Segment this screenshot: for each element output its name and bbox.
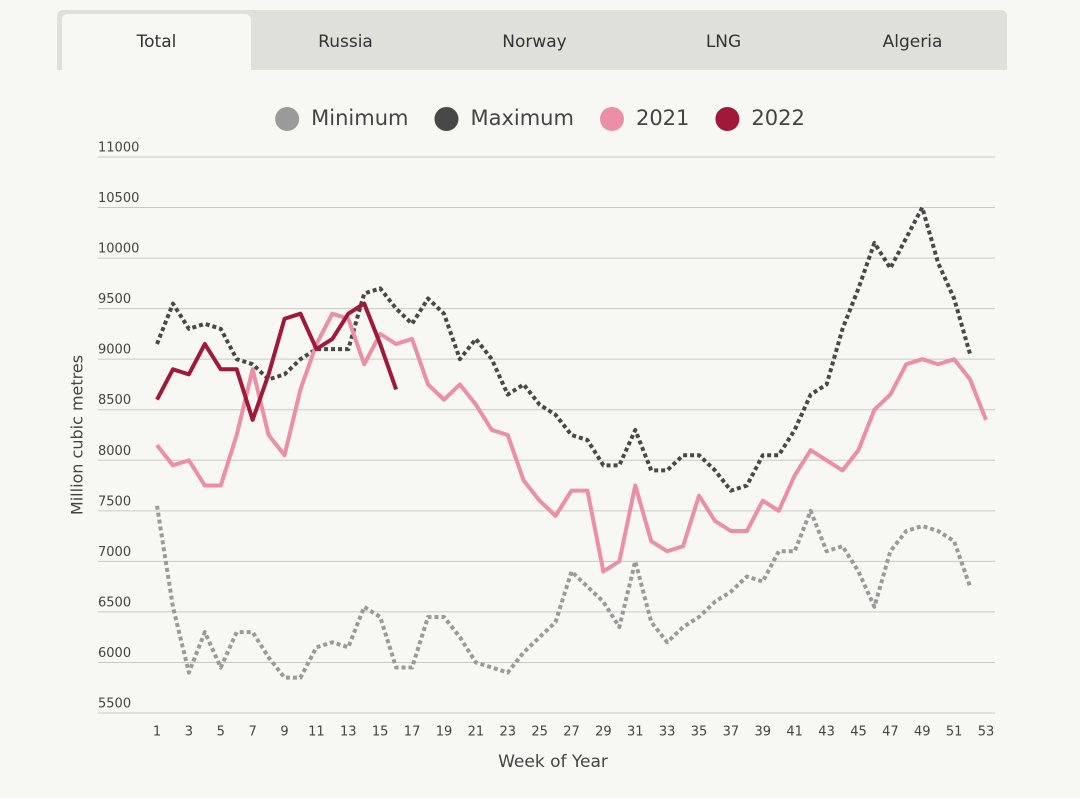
- x-axis-label: Week of Year: [498, 752, 608, 772]
- x-tick-label: 7: [249, 725, 257, 740]
- tab[interactable]: Algeria: [882, 32, 943, 52]
- legend-label: Maximum: [470, 106, 573, 130]
- series-line: [155, 311, 988, 574]
- x-tick-label: 39: [755, 725, 772, 740]
- x-tick-label: 53: [978, 725, 995, 740]
- tab[interactable]: LNG: [705, 32, 742, 52]
- tab[interactable]: Total: [62, 14, 251, 70]
- legend-marker: [715, 107, 740, 131]
- x-tick-label: 3: [185, 725, 193, 740]
- x-tick-label: 21: [468, 725, 485, 740]
- series-line: [155, 205, 972, 493]
- y-tick-label: 6500: [98, 595, 131, 610]
- x-tick-label: 25: [531, 725, 548, 740]
- x-tick-label: 47: [882, 725, 899, 740]
- legend-marker: [599, 107, 624, 131]
- y-tick-label: 8000: [98, 444, 131, 459]
- legend-marker: [434, 107, 459, 131]
- x-tick-label: 37: [723, 725, 740, 740]
- series-line: [155, 505, 972, 680]
- y-tick-label: 7000: [98, 545, 131, 560]
- y-tick-label: 11000: [98, 141, 139, 156]
- x-tick-label: 45: [850, 725, 867, 740]
- legend-label: Minimum: [311, 106, 408, 130]
- x-tick-label: 23: [499, 725, 516, 740]
- series-line: [155, 301, 399, 422]
- x-tick-label: 9: [280, 725, 288, 740]
- x-tick-label: 35: [691, 725, 708, 740]
- x-tick-label: 49: [914, 725, 931, 740]
- legend-label: 2021: [636, 106, 689, 130]
- legend-marker: [275, 107, 300, 131]
- tab[interactable]: Russia: [318, 32, 373, 52]
- x-tick-label: 43: [818, 725, 835, 740]
- x-tick-label: 29: [595, 725, 612, 740]
- x-tick-label: 13: [340, 725, 357, 740]
- x-tick-label: 1: [153, 725, 161, 740]
- x-tick-label: 15: [372, 725, 389, 740]
- x-tick-label: 33: [659, 725, 676, 740]
- y-tick-label: 5500: [98, 697, 131, 712]
- tab-bar: Total Russia Norway LNG Algeria: [57, 10, 1007, 70]
- x-tick-label: 19: [436, 725, 453, 740]
- legend-label: 2022: [751, 106, 804, 130]
- y-tick-label: 9000: [98, 343, 131, 358]
- x-tick-label: 27: [563, 725, 580, 740]
- tab[interactable]: Norway: [502, 32, 567, 52]
- y-tick-label: 10000: [98, 242, 139, 257]
- y-tick-label: 8500: [98, 393, 131, 408]
- x-tick-label: 41: [786, 725, 803, 740]
- x-tick-label: 31: [627, 725, 644, 740]
- y-tick-label: 7500: [98, 494, 131, 509]
- y-tick-label: 6000: [98, 646, 131, 661]
- x-tick-label: 11: [308, 725, 325, 740]
- y-tick-label: 9500: [98, 292, 131, 307]
- y-tick-label: 10500: [98, 191, 139, 206]
- x-tick-label: 17: [404, 725, 421, 740]
- x-tick-label: 51: [946, 725, 963, 740]
- y-axis-label: Million cubic metres: [68, 355, 87, 515]
- x-tick-label: 5: [217, 725, 225, 740]
